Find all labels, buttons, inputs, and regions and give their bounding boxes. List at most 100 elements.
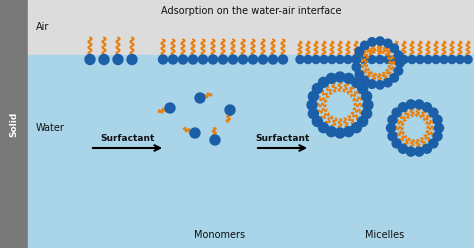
- Circle shape: [440, 56, 448, 63]
- Circle shape: [390, 74, 399, 82]
- Bar: [0, 0, 28, 248]
- Circle shape: [399, 144, 408, 153]
- Circle shape: [127, 55, 137, 64]
- Circle shape: [388, 115, 397, 124]
- Circle shape: [344, 56, 352, 63]
- Circle shape: [394, 51, 403, 59]
- Circle shape: [210, 135, 220, 145]
- Circle shape: [422, 144, 431, 153]
- Text: Surfactant: Surfactant: [255, 134, 310, 143]
- Circle shape: [362, 91, 372, 101]
- Circle shape: [312, 84, 322, 93]
- Circle shape: [113, 55, 123, 64]
- Circle shape: [360, 56, 368, 63]
- Circle shape: [312, 117, 322, 126]
- Circle shape: [99, 55, 109, 64]
- Text: Micelles: Micelles: [365, 230, 405, 240]
- Circle shape: [85, 55, 95, 64]
- Circle shape: [209, 55, 218, 64]
- Circle shape: [429, 139, 438, 148]
- Circle shape: [351, 123, 362, 133]
- Circle shape: [190, 128, 200, 138]
- Circle shape: [195, 93, 205, 103]
- Circle shape: [383, 79, 392, 87]
- Circle shape: [309, 109, 319, 119]
- Circle shape: [319, 77, 328, 87]
- Circle shape: [304, 56, 312, 63]
- Circle shape: [179, 55, 188, 64]
- Circle shape: [219, 55, 228, 64]
- Circle shape: [368, 80, 376, 88]
- Circle shape: [238, 55, 247, 64]
- Circle shape: [312, 56, 320, 63]
- Circle shape: [320, 56, 328, 63]
- Circle shape: [319, 123, 328, 133]
- Circle shape: [432, 56, 440, 63]
- Circle shape: [355, 47, 364, 56]
- Circle shape: [258, 55, 267, 64]
- Circle shape: [358, 84, 368, 93]
- Bar: [28, 55, 474, 248]
- Circle shape: [399, 103, 408, 112]
- Circle shape: [388, 132, 397, 141]
- Circle shape: [384, 56, 392, 63]
- Circle shape: [268, 55, 277, 64]
- Circle shape: [248, 55, 257, 64]
- Circle shape: [400, 56, 408, 63]
- Circle shape: [406, 100, 415, 109]
- Circle shape: [335, 72, 345, 82]
- Circle shape: [228, 55, 237, 64]
- Circle shape: [158, 55, 167, 64]
- Circle shape: [433, 132, 442, 141]
- Circle shape: [336, 56, 344, 63]
- Circle shape: [392, 108, 401, 117]
- Circle shape: [429, 108, 438, 117]
- Circle shape: [279, 55, 288, 64]
- Circle shape: [352, 55, 361, 63]
- Circle shape: [415, 147, 424, 156]
- Circle shape: [362, 109, 372, 119]
- Circle shape: [433, 115, 442, 124]
- Circle shape: [189, 55, 198, 64]
- Circle shape: [358, 117, 368, 126]
- Text: Adsorption on the water-air interface: Adsorption on the water-air interface: [161, 6, 341, 16]
- Circle shape: [392, 56, 400, 63]
- Text: Solid: Solid: [9, 111, 18, 137]
- Circle shape: [408, 56, 416, 63]
- Circle shape: [309, 91, 319, 101]
- Circle shape: [326, 127, 337, 137]
- Circle shape: [416, 56, 424, 63]
- Text: Surfactant: Surfactant: [100, 134, 155, 143]
- Circle shape: [168, 55, 177, 64]
- Circle shape: [368, 38, 376, 46]
- Circle shape: [344, 73, 354, 83]
- Circle shape: [424, 56, 432, 63]
- Circle shape: [352, 56, 360, 63]
- Circle shape: [376, 81, 384, 89]
- Circle shape: [352, 63, 361, 71]
- Circle shape: [448, 56, 456, 63]
- Circle shape: [165, 103, 175, 113]
- Circle shape: [383, 39, 392, 48]
- Circle shape: [326, 73, 337, 83]
- Circle shape: [361, 41, 369, 50]
- Circle shape: [351, 77, 362, 87]
- Text: Air: Air: [36, 23, 49, 32]
- Circle shape: [296, 56, 304, 63]
- Circle shape: [199, 55, 208, 64]
- Circle shape: [328, 56, 336, 63]
- Circle shape: [335, 128, 345, 138]
- Circle shape: [386, 124, 395, 132]
- Text: Monomers: Monomers: [194, 230, 246, 240]
- Circle shape: [363, 100, 373, 110]
- Circle shape: [406, 147, 415, 156]
- Circle shape: [392, 139, 401, 148]
- Circle shape: [422, 103, 431, 112]
- Circle shape: [225, 105, 235, 115]
- Circle shape: [355, 70, 364, 79]
- Circle shape: [344, 127, 354, 137]
- Circle shape: [376, 37, 384, 45]
- Circle shape: [394, 67, 403, 75]
- Circle shape: [464, 56, 472, 63]
- Circle shape: [396, 59, 404, 67]
